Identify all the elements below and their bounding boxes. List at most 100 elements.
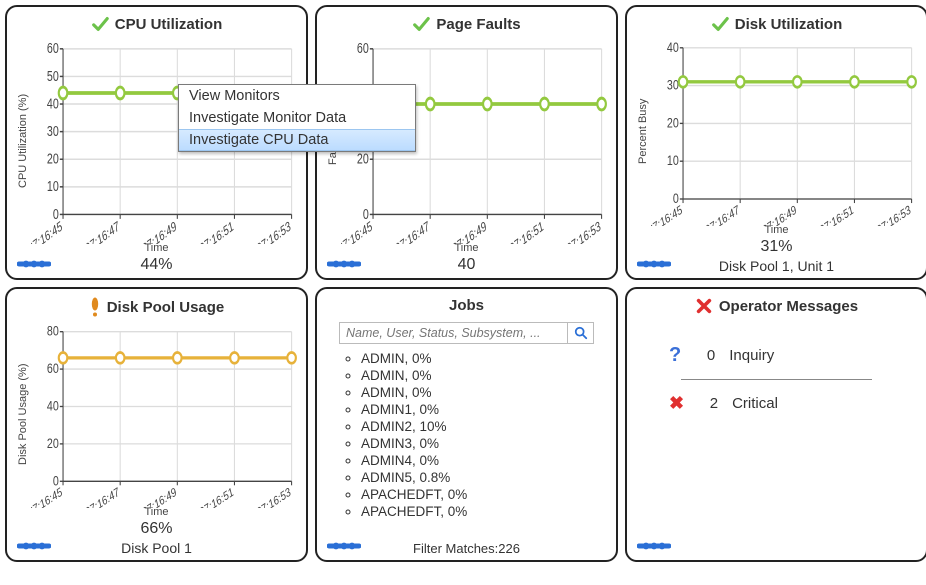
panel-title: Operator Messages [635,297,918,315]
svg-text:07:16:53: 07:16:53 [255,219,293,244]
panel-subtitle: Disk Pool 1 [15,540,298,556]
x-axis-label: Time [15,242,298,254]
svg-text:07:16:45: 07:16:45 [31,485,65,508]
context-menu[interactable]: View MonitorsInvestigate Monitor DataInv… [178,84,416,152]
svg-text:07:16:51: 07:16:51 [818,204,856,226]
drag-handle[interactable] [327,540,361,552]
svg-text:10: 10 [667,153,679,169]
x-icon [695,297,713,315]
svg-text:07:16:45: 07:16:45 [31,219,65,244]
svg-text:07:16:53: 07:16:53 [875,204,913,226]
check-icon [412,15,430,33]
drag-handle[interactable] [637,258,671,270]
svg-text:07:16:53: 07:16:53 [255,486,293,508]
svg-text:07:16:45: 07:16:45 [651,203,685,226]
panel-title-text: Jobs [449,297,484,314]
drag-handle[interactable] [327,258,361,270]
svg-text:30: 30 [667,77,679,93]
search-icon [574,326,588,340]
panel-title: CPU Utilization [15,15,298,33]
svg-text:40: 40 [47,398,59,413]
panel-title-text: CPU Utilization [115,16,223,33]
message-row-critical[interactable]: ✖ 2 Critical [665,386,888,420]
panel-jobs: Jobs ADMIN, 0%ADMIN, 0%ADMIN, 0%ADMIN1, … [315,287,618,562]
job-item[interactable]: ADMIN, 0% [361,367,604,384]
svg-text:10: 10 [47,178,59,195]
svg-text:07:16:47: 07:16:47 [703,203,742,226]
svg-text:80: 80 [47,324,59,339]
svg-text:60: 60 [357,40,369,57]
svg-text:07:16:47: 07:16:47 [83,485,122,508]
drag-handle[interactable] [17,540,51,552]
drag-handle[interactable] [637,540,671,552]
svg-text:07:16:49: 07:16:49 [450,219,488,244]
job-item[interactable]: ADMIN, 0% [361,384,604,401]
x-icon: ✖ [669,394,684,412]
check-icon [711,15,729,33]
panel-title: Disk Utilization [635,15,918,33]
search-button[interactable] [568,322,594,344]
svg-text:07:16:51: 07:16:51 [508,219,546,244]
y-axis-label: Disk Pool Usage (%) [15,321,31,508]
svg-text:60: 60 [47,40,59,57]
svg-text:07:16:49: 07:16:49 [141,486,179,508]
job-item[interactable]: ADMIN, 0% [361,350,604,367]
x-axis-label: Time [635,224,918,236]
question-icon: ? [669,345,681,365]
filter-matches: Filter Matches:226 [325,541,608,556]
panel-title-text: Disk Pool Usage [107,299,225,316]
context-menu-item[interactable]: Investigate CPU Data [179,129,415,151]
panel-title: Disk Pool Usage [15,297,298,317]
job-item[interactable]: ADMIN4, 0% [361,452,604,469]
svg-text:40: 40 [47,95,59,112]
svg-text:60: 60 [47,361,59,376]
svg-text:20: 20 [47,150,59,167]
job-item[interactable]: APACHEDFT, 0% [361,503,604,520]
panel-title-text: Page Faults [436,16,520,33]
panel-title: Page Faults [325,15,608,33]
message-count: 0 [695,347,715,364]
job-item[interactable]: ADMIN2, 10% [361,418,604,435]
svg-text:07:16:51: 07:16:51 [198,486,236,508]
job-item[interactable]: ADMIN5, 0.8% [361,469,604,486]
context-menu-item[interactable]: Investigate Monitor Data [179,107,415,129]
x-axis-label: Time [15,506,298,518]
svg-text:07:16:47: 07:16:47 [393,219,431,244]
panel-title: Jobs [325,297,608,314]
svg-text:07:16:51: 07:16:51 [198,219,236,244]
job-item[interactable]: APACHEDFT, 0% [361,486,604,503]
context-menu-item[interactable]: View Monitors [179,85,415,107]
panel-subtitle: Disk Pool 1, Unit 1 [635,258,918,274]
x-axis-label: Time [325,242,608,254]
svg-text:07:16:45: 07:16:45 [341,219,375,244]
panel-value: 44% [15,256,298,274]
svg-text:07:16:47: 07:16:47 [83,219,121,244]
jobs-list[interactable]: ADMIN, 0%ADMIN, 0%ADMIN, 0%ADMIN1, 0%ADM… [339,350,604,537]
panel-title-text: Operator Messages [719,298,858,315]
svg-text:07:16:53: 07:16:53 [565,219,603,244]
drag-handle[interactable] [17,258,51,270]
svg-text:20: 20 [47,436,59,451]
panel-value: 40 [325,256,608,274]
job-item[interactable]: ADMIN1, 0% [361,401,604,418]
svg-text:20: 20 [357,150,369,167]
chart-svg: 020406080 07:16:4507:16:4707:16:4907:16:… [31,321,298,508]
svg-text:20: 20 [667,115,679,131]
job-item[interactable]: ADMIN3, 0% [361,435,604,452]
svg-text:07:16:49: 07:16:49 [761,204,799,226]
message-label: Critical [732,395,778,412]
check-icon [91,15,109,33]
chart-svg: 010203040 07:16:4507:16:4707:16:4907:16:… [651,37,918,226]
message-row-inquiry[interactable]: ? 0 Inquiry [665,337,888,373]
panel-value: 31% [635,238,918,256]
jobs-search-input[interactable] [339,322,568,344]
panel-value: 66% [15,520,298,538]
y-axis-label: Percent Busy [635,37,651,226]
y-axis-label: CPU Utilization (%) [15,37,31,244]
svg-text:07:16:49: 07:16:49 [140,219,178,244]
message-label: Inquiry [729,347,774,364]
warning-icon [89,297,101,317]
panel-disk-util: Disk Utilization Percent Busy 010203040 … [625,5,926,280]
divider [681,379,872,380]
svg-text:40: 40 [667,40,679,56]
